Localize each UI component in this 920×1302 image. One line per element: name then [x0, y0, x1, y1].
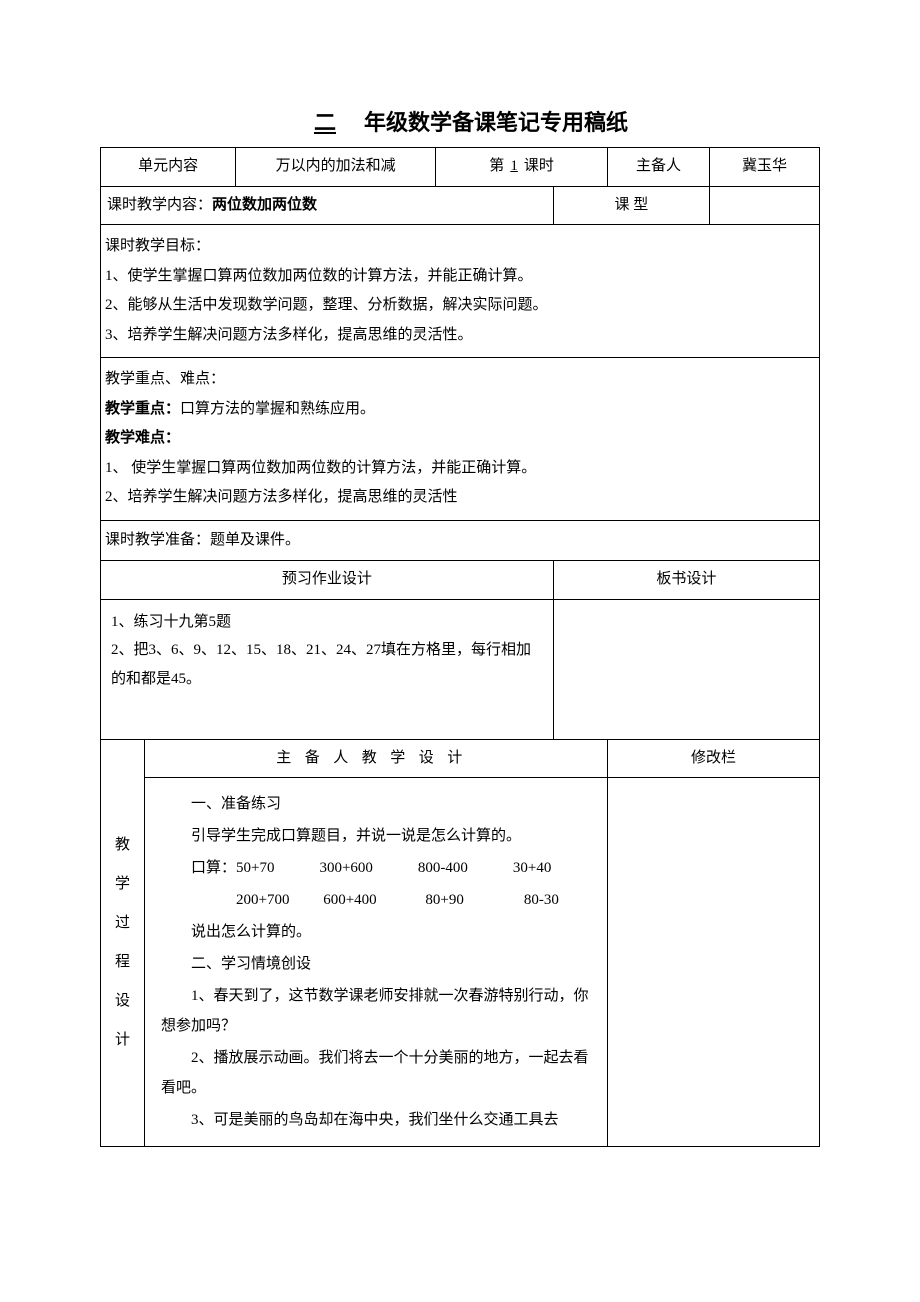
- lesson-content-label: 课时教学内容：: [107, 197, 212, 213]
- key-value: 口算方法的掌握和熟练应用。: [180, 401, 375, 417]
- grade-mark: 二: [292, 110, 364, 135]
- keypoints-row: 教学重点、难点： 教学重点：口算方法的掌握和熟练应用。 教学难点： 1、 使学生…: [101, 358, 820, 521]
- prepare-label: 课时教学准备：: [105, 532, 210, 548]
- prepare-value: 题单及课件。: [210, 532, 300, 548]
- prepare-row: 课时教学准备：题单及课件。: [101, 520, 820, 561]
- design-line: 3、可是美丽的鸟岛却在海中央，我们坐什么交通工具去: [161, 1104, 591, 1136]
- main-design-header: 主备人教学设计: [145, 739, 608, 778]
- process-side-label: 教 学 过 程 设 计: [101, 739, 145, 1147]
- design-line: 1、春天到了，这节数学课老师安排就一次春游特别行动，你想参加吗？: [161, 980, 591, 1042]
- objective-item: 1、使学生掌握口算两位数加两位数的计算方法，并能正确计算。: [105, 262, 809, 292]
- design-content-row: 一、准备练习 引导学生完成口算题目，并说一说是怎么计算的。 口算：50+70 3…: [101, 778, 820, 1147]
- board-content: [553, 599, 819, 739]
- design-line: 一、准备练习: [161, 788, 591, 820]
- lesson-content-value: 两位数加两位数: [212, 197, 317, 213]
- revise-header: 修改栏: [608, 739, 820, 778]
- side-char: 学: [103, 865, 142, 904]
- key-line: 教学重点：口算方法的掌握和熟练应用。: [105, 395, 809, 425]
- keypoints-heading: 教学重点、难点：: [105, 365, 809, 395]
- type-value: [710, 186, 820, 225]
- diff-item: 2、培养学生解决问题方法多样化，提高思维的灵活性: [105, 483, 809, 513]
- design-line: 引导学生完成口算题目，并说一说是怎么计算的。: [161, 820, 591, 852]
- objective-item: 3、培养学生解决问题方法多样化，提高思维的灵活性。: [105, 321, 809, 351]
- header-row-1: 单元内容 万以内的加法和减 第1课时 主备人 冀玉华: [101, 148, 820, 187]
- design-line: 口算：50+70 300+600 800-400 30+40: [161, 852, 591, 884]
- unit-label: 单元内容: [101, 148, 236, 187]
- title-suffix: 年级数学备课笔记专用稿纸: [364, 110, 628, 135]
- objectives-row: 课时教学目标： 1、使学生掌握口算两位数加两位数的计算方法，并能正确计算。 2、…: [101, 225, 820, 358]
- unit-value: 万以内的加法和减: [236, 148, 436, 187]
- keypoints-cell: 教学重点、难点： 教学重点：口算方法的掌握和熟练应用。 教学难点： 1、 使学生…: [101, 358, 820, 521]
- lesson-form-table: 单元内容 万以内的加法和减 第1课时 主备人 冀玉华 课时教学内容：两位数加两位…: [100, 147, 820, 1147]
- side-char: 程: [103, 943, 142, 982]
- design-line: 2、播放展示动画。我们将去一个十分美丽的地方，一起去看看吧。: [161, 1042, 591, 1104]
- page-title: 二年级数学备课笔记专用稿纸: [100, 105, 820, 137]
- diff-item: 1、 使学生掌握口算两位数加两位数的计算方法，并能正确计算。: [105, 454, 809, 484]
- period-number: 1: [504, 158, 524, 174]
- period-suffix: 课时: [524, 158, 554, 174]
- diff-label: 教学难点：: [105, 424, 809, 454]
- side-char: 设: [103, 982, 142, 1021]
- preview-header: 预习作业设计: [101, 561, 554, 600]
- prepare-cell: 课时教学准备：题单及课件。: [101, 520, 820, 561]
- type-label: 课 型: [553, 186, 709, 225]
- objective-item: 2、能够从生活中发现数学问题，整理、分析数据，解决实际问题。: [105, 291, 809, 321]
- design-line: 200+700 600+400 80+90 80-30: [161, 884, 591, 916]
- preparer-label: 主备人: [608, 148, 710, 187]
- side-char: 教: [103, 826, 142, 865]
- lesson-content-cell: 课时教学内容：两位数加两位数: [101, 186, 554, 225]
- twocol-content-row: 1、练习十九第5题 2、把3、6、9、12、15、18、21、24、27填在方格…: [101, 599, 820, 739]
- design-header-row: 教 学 过 程 设 计 主备人教学设计 修改栏: [101, 739, 820, 778]
- preparer-value: 冀玉华: [710, 148, 820, 187]
- side-char: 过: [103, 904, 142, 943]
- preview-line: 1、练习十九第5题: [111, 608, 543, 637]
- revise-content: [608, 778, 820, 1147]
- objectives-cell: 课时教学目标： 1、使学生掌握口算两位数加两位数的计算方法，并能正确计算。 2、…: [101, 225, 820, 358]
- design-line: 说出怎么计算的。: [161, 916, 591, 948]
- design-line: 二、学习情境创设: [161, 948, 591, 980]
- board-header: 板书设计: [553, 561, 819, 600]
- design-content-cell: 一、准备练习 引导学生完成口算题目，并说一说是怎么计算的。 口算：50+70 3…: [145, 778, 608, 1147]
- twocol-header-row: 预习作业设计 板书设计: [101, 561, 820, 600]
- period-cell: 第1课时: [436, 148, 608, 187]
- key-label: 教学重点：: [105, 401, 180, 417]
- period-prefix: 第: [489, 158, 504, 174]
- objectives-heading: 课时教学目标：: [105, 232, 809, 262]
- preview-line: 2、把3、6、9、12、15、18、21、24、27填在方格里，每行相加的和都是…: [111, 636, 543, 693]
- preview-content: 1、练习十九第5题 2、把3、6、9、12、15、18、21、24、27填在方格…: [101, 599, 554, 739]
- side-char: 计: [103, 1021, 142, 1060]
- header-row-2: 课时教学内容：两位数加两位数 课 型: [101, 186, 820, 225]
